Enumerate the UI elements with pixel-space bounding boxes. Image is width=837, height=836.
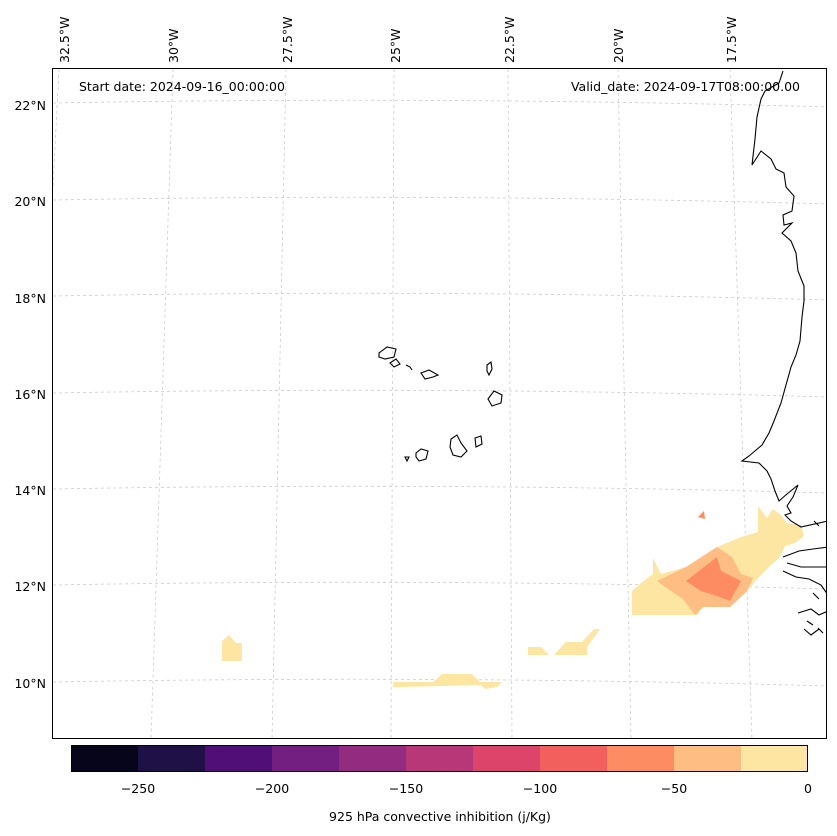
lon-label-17-5w: 17.5°W [724, 16, 739, 63]
meridian-27-5w [271, 69, 287, 738]
colorbar-segment [138, 745, 206, 772]
parallel-16n [53, 389, 826, 398]
lon-label-32-5w: 32.5°W [57, 16, 72, 63]
colorbar-label: 925 hPa convective inhibition (j/Kg) [329, 809, 551, 824]
cin-region-east-orange [686, 557, 741, 601]
meridian-30w [150, 69, 174, 738]
map-panel[interactable]: Start date: 2024-09-16_00:00:00 Valid_da… [52, 68, 827, 739]
lat-label-12n: 12°N [14, 579, 46, 594]
cin-region-west-patch [222, 635, 242, 661]
colorbar-segment [205, 745, 273, 772]
valid-date: Valid_date: 2024-09-17T08:00:00.00 [570, 79, 800, 94]
colorbar-segment [540, 745, 608, 772]
colorbar-segment [674, 745, 742, 772]
parallel-22n [53, 99, 826, 108]
start-date: Start date: 2024-09-16_00:00:00 [79, 79, 285, 94]
cin-region-south-a [393, 674, 502, 689]
cin-contours [222, 506, 804, 689]
cin-region-south-c [554, 629, 600, 655]
island-santo-antao [378, 346, 397, 360]
cin-region-south-b [528, 647, 549, 655]
parallel-12n [53, 581, 826, 590]
gridlines [53, 69, 826, 738]
lon-label-22-5w: 22.5°W [502, 16, 517, 63]
colorbar-segment [741, 745, 808, 772]
colorbar-tick-0: 0 [804, 781, 812, 796]
lat-label-18n: 18°N [14, 291, 46, 306]
colorbar-tick-minus-250: −250 [120, 781, 156, 796]
guinea-bissau-coast [782, 546, 826, 636]
island-santa-luzia [405, 364, 413, 371]
lat-label-10n: 10°N [14, 676, 46, 691]
colorbar-tick-minus-50: −50 [660, 781, 688, 796]
lat-label-14n: 14°N [14, 483, 46, 498]
lon-label-27-5w: 27.5°W [280, 16, 295, 63]
island-sao-vicente [389, 358, 401, 368]
meridian-17-5w [729, 69, 753, 738]
island-fogo [415, 448, 429, 462]
lon-label-30w: 30°W [166, 28, 181, 63]
colorbar-segment [406, 745, 474, 772]
lon-label-25w: 25°W [388, 28, 403, 63]
colorbar-segment [272, 745, 340, 772]
lon-label-20w: 20°W [611, 28, 626, 63]
parallel-18n [53, 292, 826, 301]
island-maio [474, 435, 483, 448]
island-sal [486, 361, 493, 377]
island-boa-vista [487, 390, 503, 407]
parallel-10n [53, 678, 826, 687]
colorbar [71, 745, 808, 772]
coastlines [378, 70, 826, 636]
colorbar-segment [71, 745, 139, 772]
meridian-32-5w [53, 69, 60, 187]
meridian-22-5w [507, 69, 513, 738]
meridian-25w [390, 69, 395, 738]
colorbar-segments [71, 745, 808, 772]
island-brava [404, 456, 410, 463]
colorbar-tick-minus-150: −150 [388, 781, 424, 796]
colorbar-tick-minus-200: −200 [254, 781, 290, 796]
west-africa-coast [740, 70, 826, 528]
bissagos-islands [813, 520, 824, 634]
lat-label-16n: 16°N [14, 387, 46, 402]
parallel-20n [53, 196, 826, 205]
map-canvas [53, 69, 826, 738]
island-santiago [449, 434, 468, 458]
colorbar-segment [473, 745, 541, 772]
island-sao-nicolau [420, 369, 440, 380]
parallel-14n [53, 485, 826, 494]
lat-label-22n: 22°N [14, 98, 46, 113]
colorbar-segment [607, 745, 675, 772]
meridian-20w [617, 69, 632, 738]
lat-label-20n: 20°N [14, 194, 46, 209]
cin-region-small-spot [698, 511, 705, 519]
colorbar-tick-minus-100: −100 [522, 781, 558, 796]
colorbar-segment [339, 745, 407, 772]
